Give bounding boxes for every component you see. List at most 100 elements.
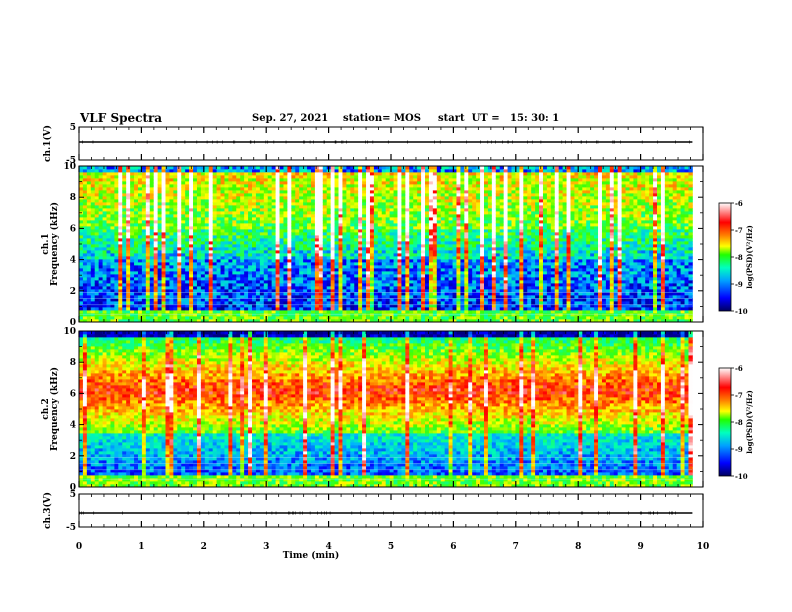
spectrogram-cell [436, 208, 442, 212]
spectrogram-cell [259, 265, 265, 269]
spectrogram-cell [204, 208, 210, 212]
spectrogram-cell [373, 265, 379, 269]
spectrogram-cell [169, 235, 174, 239]
spectrogram-cell [318, 226, 324, 230]
spectrogram-cell [106, 259, 111, 263]
spectrogram-cell [342, 178, 347, 182]
spectrogram-cell [255, 235, 261, 239]
spectrogram-cell [314, 316, 320, 320]
spectrogram-cell [244, 271, 249, 275]
spectrogram-cell [369, 256, 375, 260]
spectrogram-cell [244, 193, 249, 197]
spectrogram-cell [432, 223, 438, 227]
spectrogram-cell [354, 205, 359, 209]
spectrogram-cell [279, 178, 284, 182]
spectrogram-cell [244, 253, 249, 257]
spectrogram-cell [173, 178, 178, 182]
spectrogram-cell [86, 184, 92, 188]
spectrogram-cell [185, 202, 190, 206]
spectrogram-cell [204, 247, 210, 251]
spectrogram-cell [82, 292, 88, 296]
spectrogram-cell [126, 226, 131, 230]
spectrogram-cell [373, 286, 379, 290]
spectrogram-cell [157, 229, 162, 233]
spectrogram-cell [90, 256, 96, 260]
spectrogram-cell [330, 295, 335, 299]
spectrogram-cell [409, 226, 414, 230]
spectrogram-cell [389, 277, 394, 281]
spectrogram-cell [232, 280, 237, 284]
spectrogram-cell [389, 259, 394, 263]
spectrogram-cell [189, 307, 194, 311]
spectrogram-cell [177, 181, 182, 185]
spectrogram-cell [86, 298, 92, 302]
spectrogram-cell [110, 223, 115, 227]
spectrogram-cell [440, 244, 446, 248]
spectrogram-cell [130, 223, 135, 227]
spectrogram-cell [106, 271, 111, 275]
spectrogram-cell [291, 250, 296, 254]
spectrogram-cell [141, 298, 147, 302]
spectrogram-cell [252, 298, 257, 302]
spectrogram-cell [118, 265, 123, 269]
spectrogram-cell [295, 223, 300, 227]
spectrogram-cell [208, 319, 214, 323]
spectrogram-cell [369, 223, 375, 227]
spectrogram-cell [141, 181, 147, 185]
spectrogram-cell [141, 262, 147, 266]
spectrogram-cell [381, 199, 387, 203]
spectrogram-cell [358, 286, 363, 290]
spectrogram-cell [303, 295, 308, 299]
spectrogram-cell [358, 316, 363, 320]
spectrogram-cell [189, 253, 194, 257]
spectrogram-cell [432, 232, 438, 236]
spectrogram-cell [114, 262, 119, 266]
spectrogram-cell [110, 175, 115, 179]
spectrogram-cell [310, 205, 316, 209]
spectrogram-cell [130, 208, 135, 212]
spectrogram-cell [110, 229, 115, 233]
spectrogram-cell [208, 187, 214, 191]
spectrogram-cell [322, 304, 328, 308]
spectrogram-cell [110, 196, 115, 200]
spectrogram-cell [79, 286, 84, 290]
spectrogram-cell [173, 223, 178, 227]
spectrogram-cell [436, 256, 442, 260]
spectrogram-cell [216, 295, 221, 299]
spectrogram-cell [106, 232, 111, 236]
spectrogram-cell [373, 214, 379, 218]
spectrogram-cell [220, 175, 225, 179]
spectrogram-cell [381, 232, 387, 236]
spectrogram-cell [299, 202, 304, 206]
spectrogram-cell [118, 217, 123, 221]
spectrogram-cell [307, 298, 312, 302]
spectrogram-cell [283, 199, 288, 203]
spectrogram-cell [181, 241, 186, 245]
spectrogram-cell [126, 172, 131, 176]
spectrogram-cell [240, 313, 245, 317]
spectrogram-cell [126, 247, 131, 251]
spectrogram-cell [421, 235, 426, 239]
spectrogram-cell [102, 205, 107, 209]
spectrogram-cell [208, 295, 214, 299]
spectrogram-cell [118, 274, 123, 278]
spectrogram-cell [358, 196, 363, 200]
spectrogram-cell [114, 304, 119, 308]
spectrogram-cell [252, 292, 257, 296]
spectrogram-cell [177, 271, 182, 275]
spectrogram-cell [287, 199, 292, 203]
spectrogram-cell [326, 262, 332, 266]
spectrogram-cell [432, 277, 438, 281]
spectrogram-cell [421, 187, 426, 191]
spectrogram-cell [126, 286, 131, 290]
spectrogram-cell [267, 178, 273, 182]
spectrogram-cell [208, 223, 214, 227]
spectrogram-cell [98, 265, 103, 269]
spectrogram-cell [271, 190, 276, 194]
spectrogram-cell [405, 277, 410, 281]
spectrogram-cell [79, 181, 84, 185]
spectrogram-cell [299, 178, 304, 182]
spectrogram-cell [425, 262, 430, 266]
spectrogram-cell [193, 292, 198, 296]
spectrogram-cell [102, 313, 107, 317]
